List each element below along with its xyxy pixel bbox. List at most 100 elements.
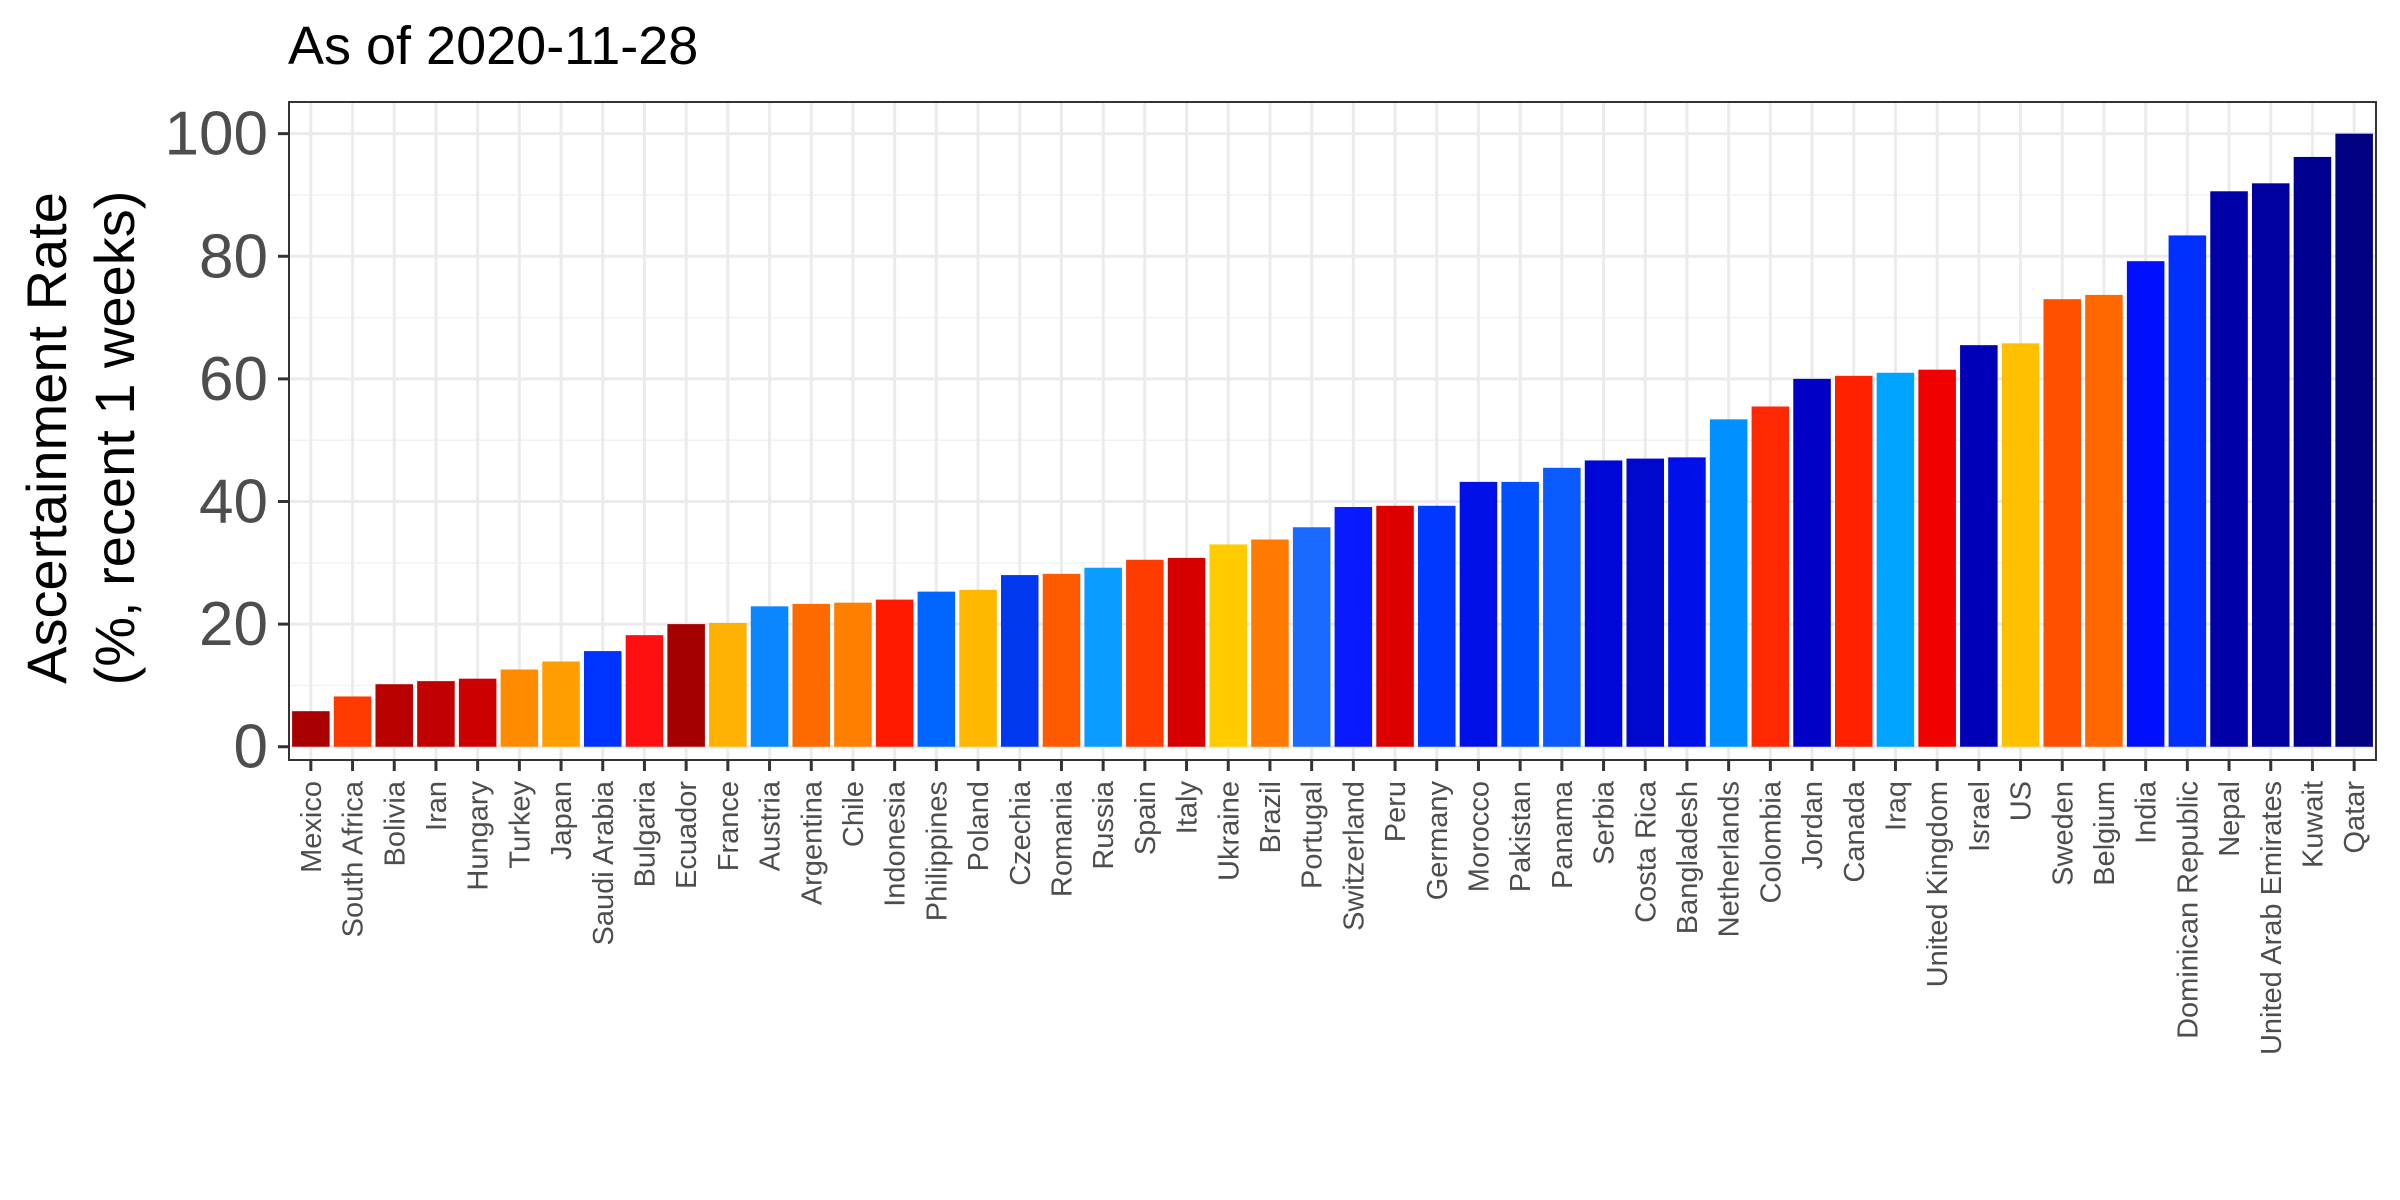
x-tick-label: Philippines xyxy=(921,781,953,921)
x-tick-label: Brazil xyxy=(1255,781,1287,854)
x-tick-label: Netherlands xyxy=(1714,781,1746,937)
x-tick-label: Jordan xyxy=(1797,781,1829,870)
x-tick-label: Russia xyxy=(1088,780,1120,870)
x-tick-label: Iraq xyxy=(1880,781,1912,831)
bar-bangladesh xyxy=(1668,457,1706,747)
x-tick-label: Ecuador xyxy=(671,781,703,889)
x-tick-label: Bulgaria xyxy=(629,780,661,887)
x-tick-label: Canada xyxy=(1839,780,1871,882)
bar-philippines xyxy=(917,591,956,747)
x-tick-label: India xyxy=(2131,780,2163,844)
x-tick-label: Indonesia xyxy=(880,780,912,907)
y-tick-label: 20 xyxy=(199,590,268,659)
bars xyxy=(292,133,2373,747)
x-tick-label: Romania xyxy=(1046,780,1078,897)
bar-qatar xyxy=(2335,133,2373,747)
x-tick-label: Colombia xyxy=(1755,780,1787,903)
bar-canada xyxy=(1834,375,1873,747)
y-tick-label: 100 xyxy=(165,100,268,169)
bar-iran xyxy=(417,681,455,747)
bar-sweden xyxy=(2043,299,2082,747)
bar-czechia xyxy=(1000,575,1039,747)
bar-bolivia xyxy=(375,684,414,747)
x-tick-label: Nepal xyxy=(2214,781,2246,857)
x-tick-label: Dominican Republic xyxy=(2172,781,2204,1039)
bar-argentina xyxy=(792,603,831,747)
bar-poland xyxy=(959,589,997,747)
x-tick-label: Chile xyxy=(838,781,870,847)
bar-panama xyxy=(1543,467,1581,747)
x-tick-label: South Africa xyxy=(338,780,370,937)
x-tick-label: Ukraine xyxy=(1213,781,1245,881)
y-axis-label-line1: Ascertainment Rate xyxy=(15,192,78,684)
bar-ukraine xyxy=(1209,544,1248,747)
x-tick-label: Czechia xyxy=(1005,780,1037,886)
bar-indonesia xyxy=(875,599,914,747)
x-tick-label: Italy xyxy=(1172,781,1204,835)
bar-israel xyxy=(1960,345,1998,747)
x-tick-label: United Arab Emirates xyxy=(2256,781,2288,1055)
bar-serbia xyxy=(1584,460,1623,747)
bar-ecuador xyxy=(667,624,705,747)
x-tick-label: Turkey xyxy=(504,781,536,869)
bar-france xyxy=(709,622,747,747)
y-axis-label: Ascertainment Rate (%, recent 1 weeks) xyxy=(15,191,146,686)
bar-netherlands xyxy=(1709,419,1748,747)
bar-switzerland xyxy=(1334,507,1373,747)
bar-united-kingdom xyxy=(1918,369,1956,747)
x-tick-label: Saudi Arabia xyxy=(588,780,620,945)
bar-colombia xyxy=(1751,406,1790,747)
x-tick-label: Poland xyxy=(963,781,995,871)
y-axis-label-line2: (%, recent 1 weeks) xyxy=(83,191,146,686)
y-tick-label: 0 xyxy=(234,713,268,782)
bar-bulgaria xyxy=(625,635,664,747)
x-tick-label: Morocco xyxy=(1463,781,1495,892)
plot-panel-border xyxy=(288,101,2377,761)
x-tick-label: Spain xyxy=(1130,781,1162,855)
chart-title: As of 2020-11-28 xyxy=(288,16,698,76)
bar-brazil xyxy=(1251,539,1289,747)
bar-pakistan xyxy=(1501,481,1539,747)
bar-india xyxy=(2126,261,2165,747)
x-tick-label: Germany xyxy=(1422,781,1454,901)
x-tick-label: Qatar xyxy=(2339,781,2371,854)
bar-costa-rica xyxy=(1626,458,1665,747)
x-axis: Mexico South Africa Bolivia Iran Hungary Turk… xyxy=(296,760,2371,1055)
bar-us xyxy=(2001,343,2040,747)
bar-jordan xyxy=(1793,378,1831,747)
x-tick-label: Belgium xyxy=(2089,781,2121,886)
x-tick-label: Sweden xyxy=(2047,781,2079,886)
bar-turkey xyxy=(500,669,539,747)
x-tick-label: Hungary xyxy=(463,781,495,891)
bar-belgium xyxy=(2085,294,2123,747)
x-tick-label: Bolivia xyxy=(379,780,411,866)
bar-iraq xyxy=(1876,372,1915,747)
x-tick-label: United Kingdom xyxy=(1922,781,1954,987)
x-tick-label: US xyxy=(2006,781,2038,821)
x-tick-label: Argentina xyxy=(796,780,828,905)
bar-hungary xyxy=(458,678,497,747)
bar-mexico xyxy=(292,711,330,747)
x-tick-label: Costa Rica xyxy=(1630,780,1662,923)
bar-peru xyxy=(1376,505,1414,747)
bar-kuwait xyxy=(2293,156,2332,747)
x-tick-label: Austria xyxy=(755,780,787,871)
x-tick-label: Switzerland xyxy=(1338,781,1370,931)
bar-nepal xyxy=(2210,191,2248,747)
y-tick-label: 40 xyxy=(199,468,268,537)
x-tick-label: Pakistan xyxy=(1505,781,1537,892)
y-tick-label: 80 xyxy=(199,222,268,291)
x-tick-label: Serbia xyxy=(1589,780,1621,865)
x-tick-label: Bangladesh xyxy=(1672,781,1704,934)
x-tick-label: Japan xyxy=(546,781,578,860)
bar-italy xyxy=(1167,557,1206,747)
bar-portugal xyxy=(1292,527,1331,747)
x-tick-label: Panama xyxy=(1547,780,1579,889)
bar-south-africa xyxy=(333,696,372,747)
x-tick-label: France xyxy=(713,781,745,871)
bar-morocco xyxy=(1459,481,1498,747)
y-tick-label: 60 xyxy=(199,345,268,414)
x-tick-label: Iran xyxy=(421,781,453,831)
bar-romania xyxy=(1042,573,1081,747)
